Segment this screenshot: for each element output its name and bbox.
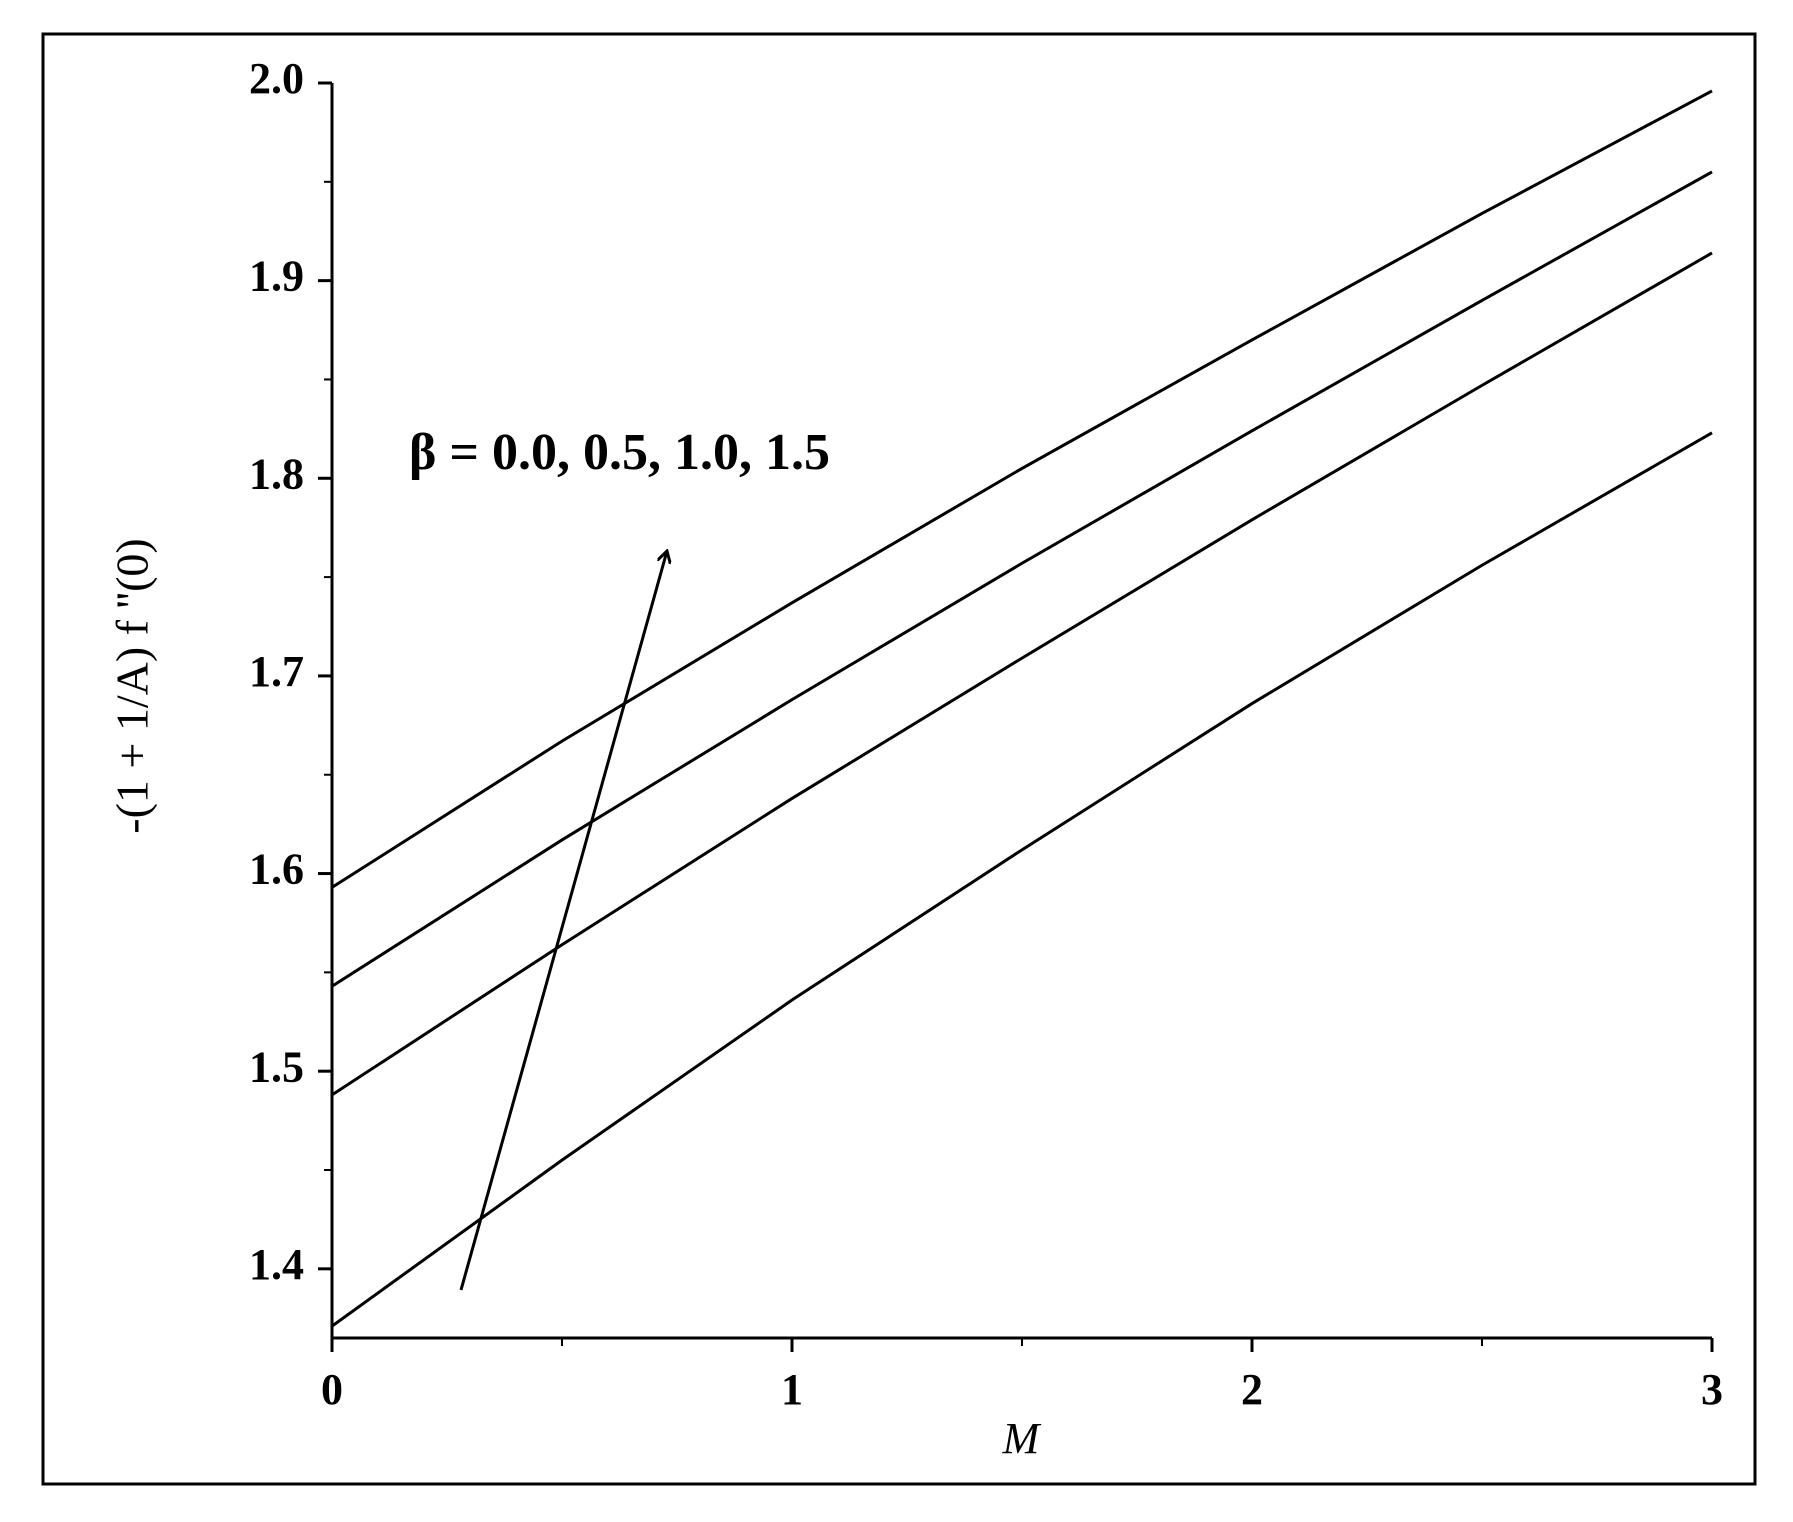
line-series: [331, 431, 1713, 1328]
x-tick-label: 1: [781, 1365, 803, 1414]
y-tick-label: 2.0: [249, 54, 304, 103]
y-tick-label: 1.9: [249, 252, 304, 301]
y-tick-label: 1.5: [249, 1042, 304, 1091]
y-tick-label: 1.7: [249, 647, 304, 696]
y-tick-label: 1.4: [249, 1240, 304, 1289]
line-series: [331, 89, 1713, 889]
y-axis-label: -(1 + 1/A) f ''(0): [107, 538, 158, 833]
x-axis-label: M: [1002, 1414, 1042, 1463]
line-series: [331, 170, 1713, 988]
y-tick-label: 1.8: [249, 449, 304, 498]
arrow: [459, 551, 667, 1291]
x-tick-label: 3: [1701, 1365, 1723, 1414]
frame: [41, 32, 1757, 1486]
x-tick-label: 0: [321, 1365, 343, 1414]
x-tick-label: 2: [1241, 1365, 1263, 1414]
annotation: β = 0.0, 0.5, 1.0, 1.5: [409, 424, 830, 481]
line-series: [331, 251, 1713, 1097]
y-tick-label: 1.6: [249, 845, 304, 894]
